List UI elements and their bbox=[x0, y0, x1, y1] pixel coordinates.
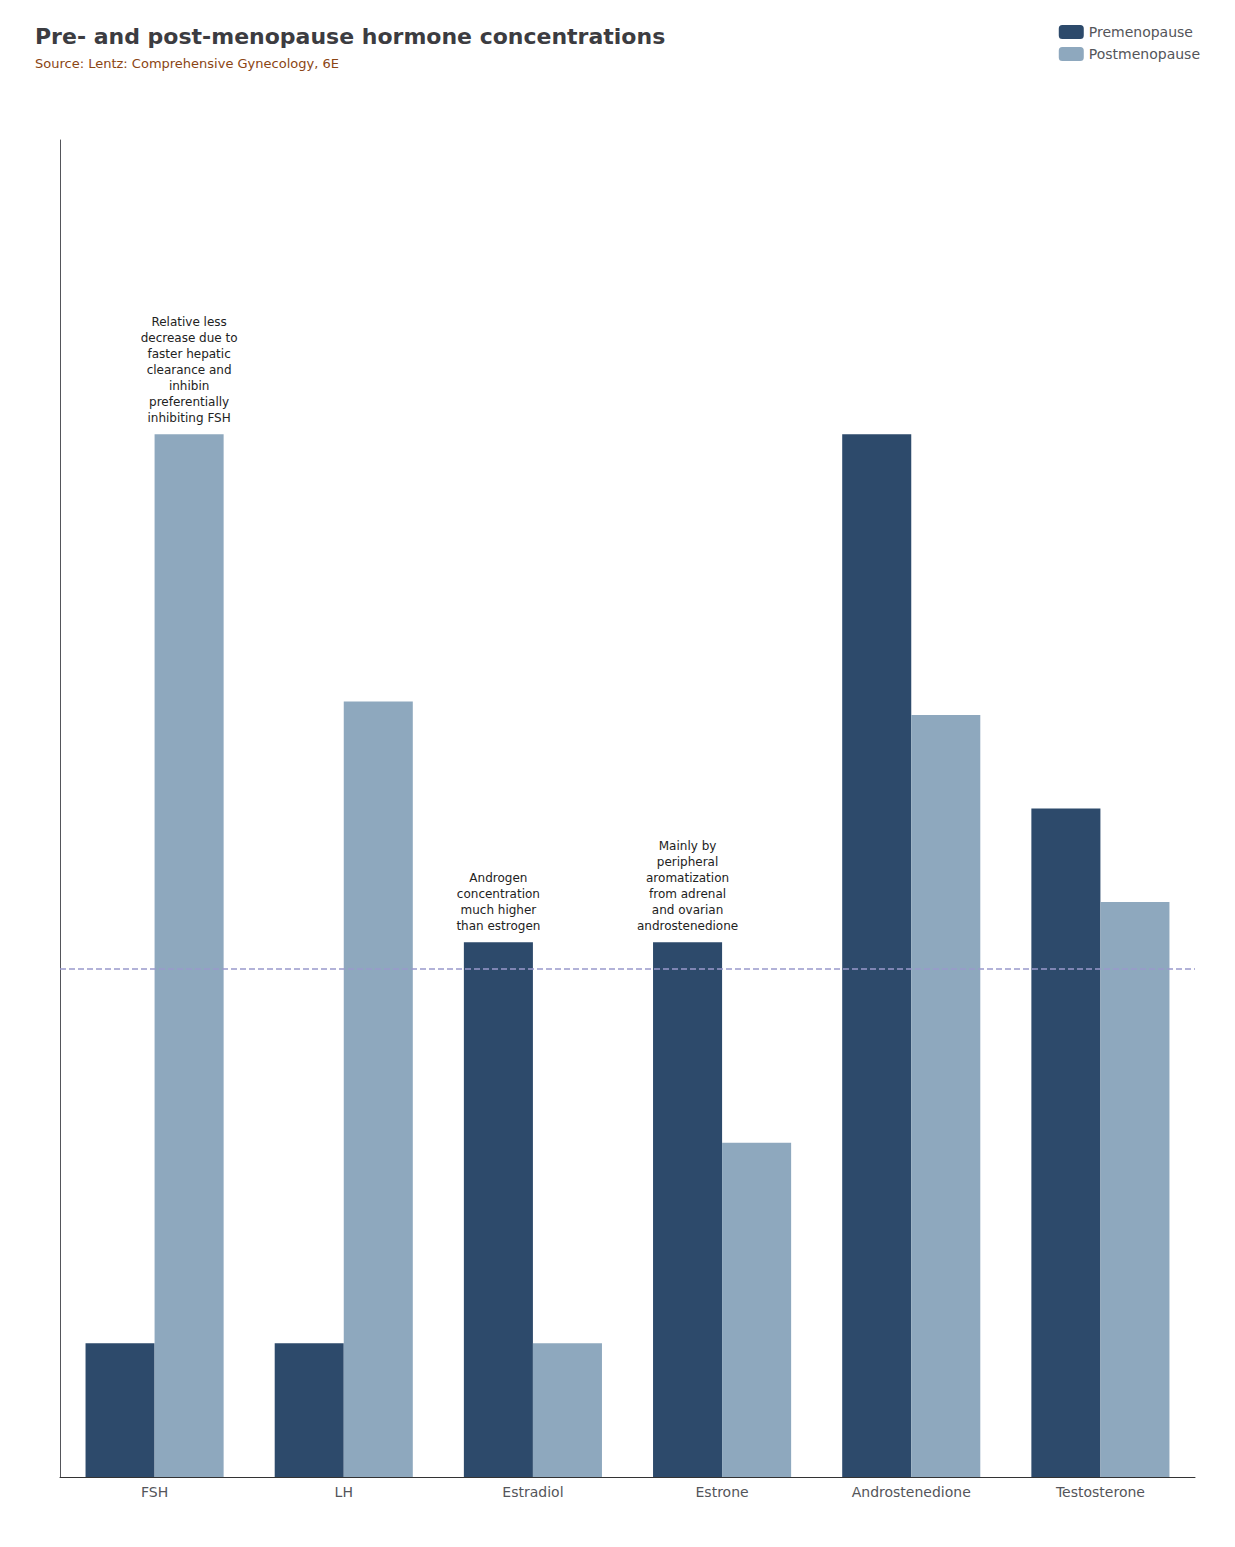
svg-text:concentration: concentration bbox=[457, 887, 540, 901]
svg-text:Mainly by: Mainly by bbox=[659, 839, 717, 853]
svg-text:than estrogen: than estrogen bbox=[456, 919, 540, 933]
svg-text:peripheral: peripheral bbox=[657, 855, 719, 869]
svg-text:Androstenedione: Androstenedione bbox=[852, 1484, 971, 1500]
svg-text:Premenopause: Premenopause bbox=[1089, 24, 1193, 40]
svg-text:aromatization: aromatization bbox=[646, 871, 729, 885]
svg-text:faster hepatic: faster hepatic bbox=[147, 347, 230, 361]
svg-text:Relative less: Relative less bbox=[151, 315, 226, 329]
svg-text:Estrone: Estrone bbox=[696, 1484, 749, 1500]
svg-text:Source: Lentz: Comprehensive G: Source: Lentz: Comprehensive Gynecology,… bbox=[35, 56, 339, 71]
svg-text:clearance and: clearance and bbox=[147, 363, 232, 377]
svg-text:much higher: much higher bbox=[460, 903, 536, 917]
svg-text:FSH: FSH bbox=[141, 1484, 168, 1500]
svg-text:androstenedione: androstenedione bbox=[637, 919, 738, 933]
svg-text:inhibiting FSH: inhibiting FSH bbox=[147, 411, 230, 425]
svg-text:LH: LH bbox=[335, 1484, 353, 1500]
svg-text:inhibin: inhibin bbox=[169, 379, 209, 393]
svg-text:Postmenopause: Postmenopause bbox=[1089, 46, 1200, 62]
svg-text:Androgen: Androgen bbox=[469, 871, 527, 885]
svg-text:Pre- and post-menopause hormon: Pre- and post-menopause hormone concentr… bbox=[35, 24, 665, 49]
svg-text:and ovarian: and ovarian bbox=[652, 903, 723, 917]
svg-text:Testosterone: Testosterone bbox=[1055, 1484, 1145, 1500]
svg-text:preferentially: preferentially bbox=[149, 395, 229, 409]
svg-text:decrease due to: decrease due to bbox=[141, 331, 238, 345]
svg-text:from adrenal: from adrenal bbox=[649, 887, 726, 901]
svg-text:Estradiol: Estradiol bbox=[502, 1484, 563, 1500]
